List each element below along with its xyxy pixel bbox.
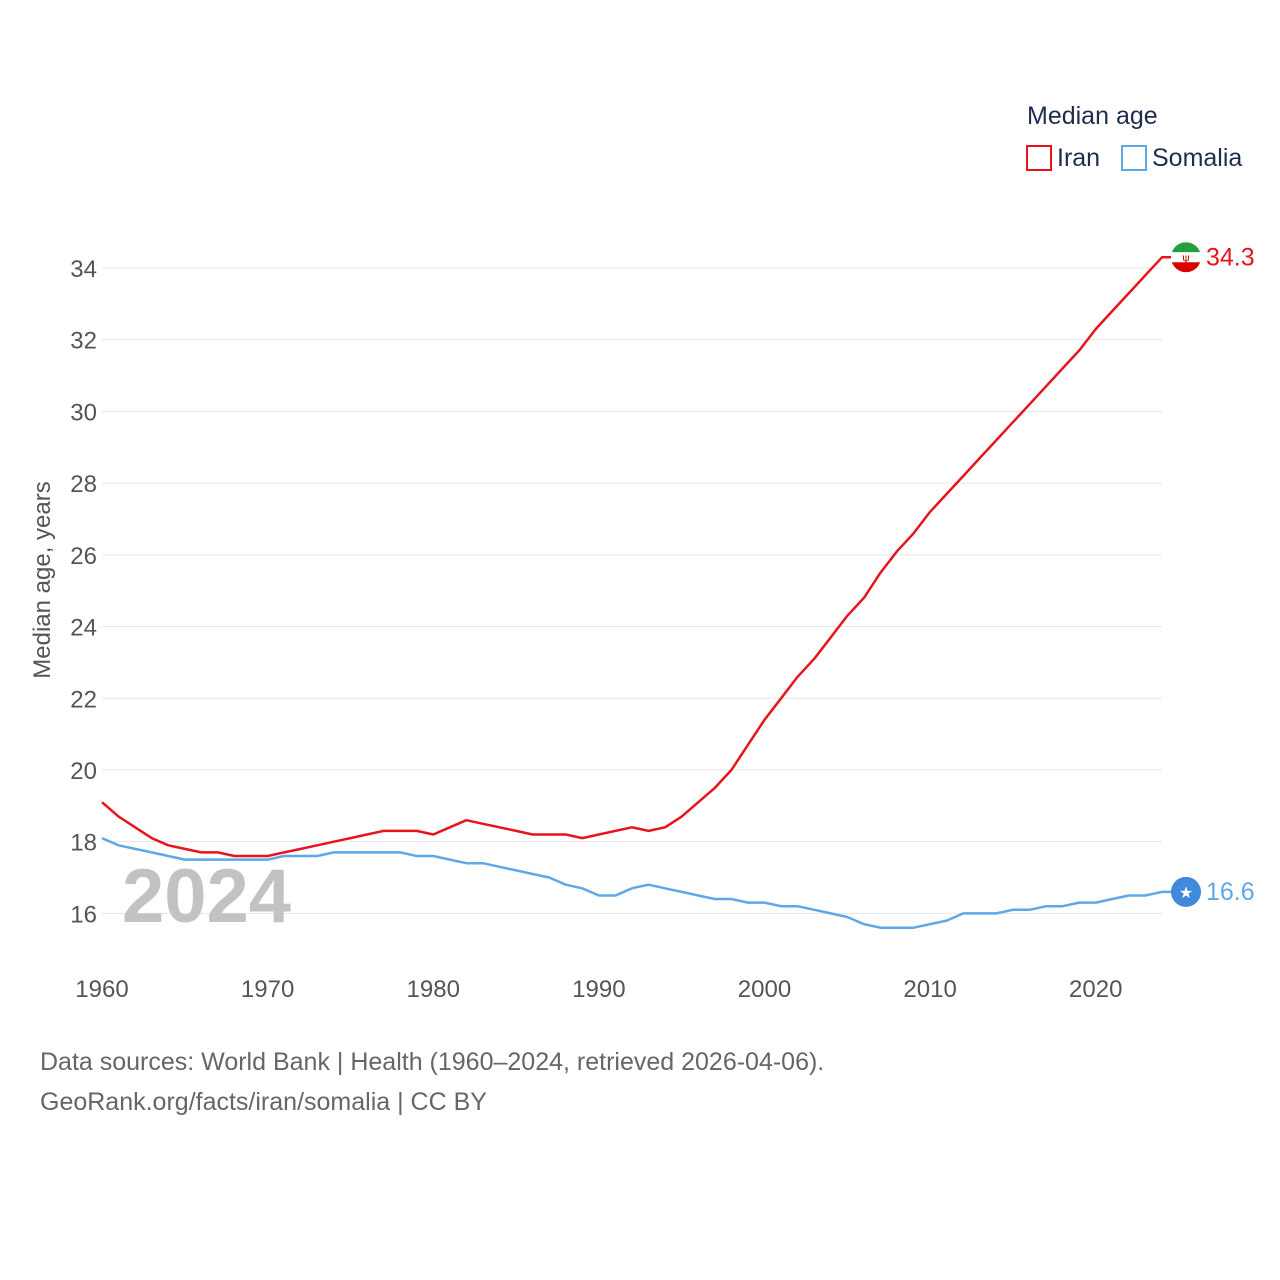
legend-swatch-somalia xyxy=(1121,145,1147,171)
legend-item-somalia[interactable]: Somalia xyxy=(1121,144,1242,172)
y-tick-label-30: 30 xyxy=(70,399,97,426)
iran-flag-icon: ψ xyxy=(1171,242,1201,273)
footer: Data sources: World Bank | Health (1960–… xyxy=(40,1042,824,1122)
x-tick-label-2010: 2010 xyxy=(903,976,956,1003)
legend-title: Median age xyxy=(1027,102,1158,130)
legend-label-somalia: Somalia xyxy=(1152,144,1242,172)
x-tick-label-1990: 1990 xyxy=(572,976,625,1003)
end-label-iran: 34.3 xyxy=(1206,243,1255,271)
y-tick-label-16: 16 xyxy=(70,901,97,928)
legend-label-iran: Iran xyxy=(1057,144,1100,172)
y-tick-label-22: 22 xyxy=(70,686,97,713)
grid xyxy=(102,267,1162,914)
somalia-flag-icon: ★ xyxy=(1171,876,1201,907)
svg-text:★: ★ xyxy=(1179,883,1193,902)
series-line-iran xyxy=(101,256,1172,858)
data-sources-text: Data sources: World Bank | Health (1960–… xyxy=(40,1048,825,1076)
series-lines xyxy=(101,256,1172,929)
x-tick-label-1980: 1980 xyxy=(407,976,460,1003)
series-line-somalia xyxy=(101,836,1172,929)
legend-item-iran[interactable]: Iran xyxy=(1026,144,1100,172)
end-markers: ψ 34.3 ★ 16.6 xyxy=(1171,242,1255,907)
x-tick-label-2020: 2020 xyxy=(1069,976,1122,1003)
y-tick-label-34: 34 xyxy=(70,256,97,283)
legend[interactable]: Median age Iran Somalia xyxy=(1026,102,1242,172)
y-tick-label-26: 26 xyxy=(70,543,97,570)
y-axis-ticks: 16 18 20 22 24 26 28 30 32 34 xyxy=(70,256,97,928)
y-axis-title: Median age, years xyxy=(29,481,56,678)
y-tick-label-18: 18 xyxy=(70,830,97,857)
end-label-somalia: 16.6 xyxy=(1206,878,1255,906)
current-year-label: 2024 xyxy=(122,854,291,939)
y-tick-label-20: 20 xyxy=(70,758,97,785)
y-tick-label-24: 24 xyxy=(70,615,97,642)
x-axis-ticks: 1960 1970 1980 1990 2000 2010 2020 xyxy=(75,976,1122,1003)
x-tick-label-1960: 1960 xyxy=(75,976,128,1003)
median-age-chart: 16 18 20 22 24 26 28 30 32 34 1960 1970 1980 1990 200… xyxy=(29,102,1255,1003)
y-tick-label-28: 28 xyxy=(70,471,97,498)
svg-text:ψ: ψ xyxy=(1182,251,1189,264)
x-tick-label-1970: 1970 xyxy=(241,976,294,1003)
legend-swatch-iran xyxy=(1026,145,1052,171)
x-tick-label-2000: 2000 xyxy=(738,976,791,1003)
attribution-text: GeoRank.org/facts/iran/somalia | CC BY xyxy=(40,1088,487,1116)
y-tick-label-32: 32 xyxy=(70,328,97,355)
